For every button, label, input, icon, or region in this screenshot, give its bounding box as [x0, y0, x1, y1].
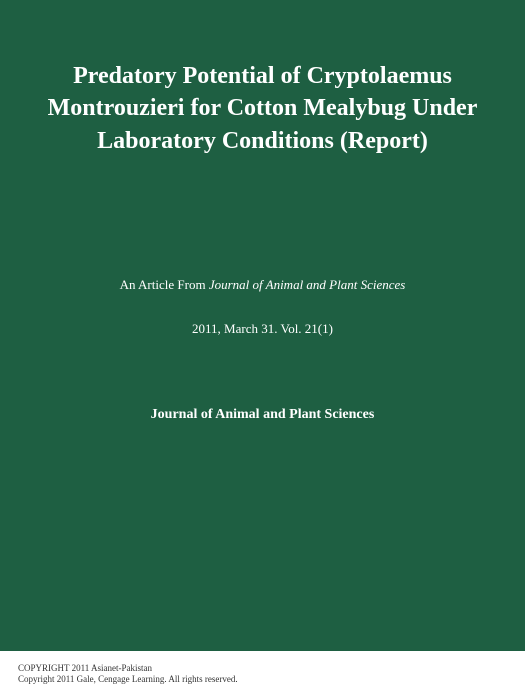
main-section: Predatory Potential of Cryptolaemus Mont…	[0, 0, 525, 651]
footer-section: COPYRIGHT 2011 Asianet-Pakistan Copyrigh…	[0, 651, 525, 700]
document-title: Predatory Potential of Cryptolaemus Mont…	[40, 60, 485, 157]
date-volume: 2011, March 31. Vol. 21(1)	[40, 321, 485, 337]
cover-page: Predatory Potential of Cryptolaemus Mont…	[0, 0, 525, 700]
article-from-prefix: An Article From	[120, 277, 209, 292]
copyright-line-2: Copyright 2011 Gale, Cengage Learning. A…	[18, 674, 507, 686]
article-source: An Article From Journal of Animal and Pl…	[40, 277, 485, 293]
copyright-line-1: COPYRIGHT 2011 Asianet-Pakistan	[18, 663, 507, 675]
journal-name: Journal of Animal and Plant Sciences	[209, 277, 406, 292]
publisher-name: Journal of Animal and Plant Sciences	[40, 407, 485, 423]
